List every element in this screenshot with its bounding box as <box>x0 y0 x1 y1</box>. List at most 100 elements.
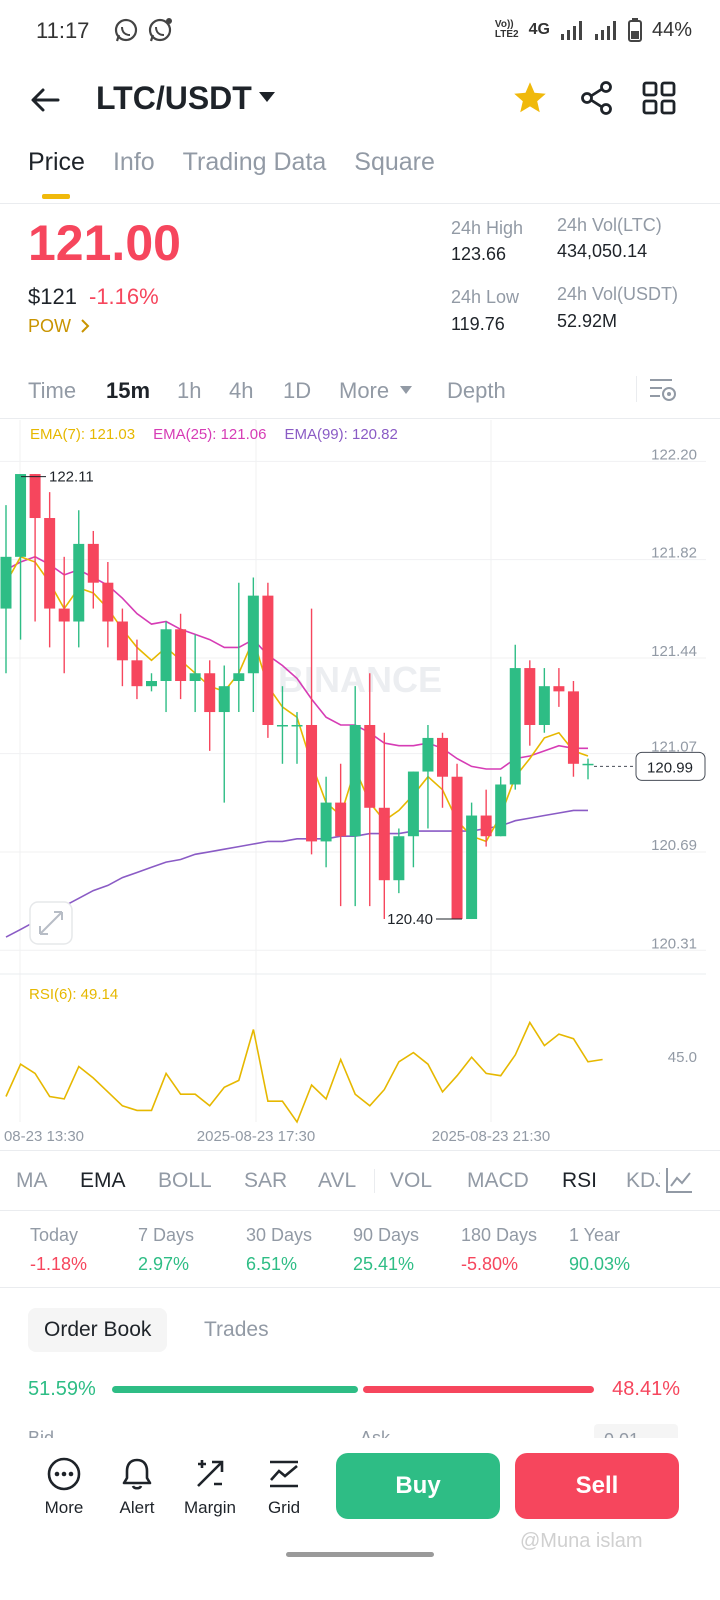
depth-tab[interactable]: Depth <box>447 378 506 403</box>
candle-body <box>466 815 478 920</box>
perf-180d: 180 Days -5.80% <box>461 1225 537 1275</box>
battery-level: 44% <box>651 18 692 41</box>
change-percent: -1.16% <box>89 284 159 309</box>
alert-button[interactable]: Alert <box>107 1456 167 1518</box>
home-indicator[interactable] <box>286 1552 434 1557</box>
interval-1h[interactable]: 1h <box>177 378 202 403</box>
y-axis-ticks: 122.20 121.82 121.44 121.07 120.69 120.31 <box>651 446 697 952</box>
interval-more[interactable]: More <box>339 378 413 404</box>
perf-label: 7 Days <box>138 1225 195 1245</box>
separator <box>374 1169 375 1193</box>
vol-base-label: 24h Vol(LTC) <box>557 215 662 235</box>
user-watermark: @Muna islam <box>520 1530 643 1552</box>
tab-trades[interactable]: Trades <box>204 1318 269 1341</box>
price-chart[interactable]: BINANCE 122.20121.82121.44121.07120.6912… <box>0 420 720 1150</box>
sell-button[interactable]: Sell <box>515 1453 679 1519</box>
ask-ratio-bar <box>363 1386 594 1393</box>
favorite-star-icon[interactable] <box>512 80 548 116</box>
candle-body <box>306 724 318 842</box>
perf-1y: 1 Year 90.03% <box>569 1225 630 1275</box>
candle-body <box>233 673 245 682</box>
indicator-ma[interactable]: MA <box>16 1169 48 1192</box>
candle-body <box>175 629 187 682</box>
precision-select[interactable]: 0.01 <box>594 1424 678 1438</box>
tab-trading-data[interactable]: Trading Data <box>182 148 327 176</box>
candle-body <box>364 724 376 808</box>
candle-body <box>204 673 216 713</box>
candle-body <box>553 686 565 692</box>
expand-chart-icon[interactable] <box>29 901 73 945</box>
candle-body <box>58 608 70 622</box>
indicator-ema[interactable]: EMA <box>80 1169 126 1192</box>
vol-base-value: 434,050.14 <box>557 241 648 261</box>
separator <box>636 376 637 402</box>
y-tick-label: 121.82 <box>651 545 697 562</box>
candle-body <box>349 724 361 837</box>
grid-button[interactable]: Grid <box>254 1456 314 1518</box>
chart-grid <box>0 420 706 1122</box>
interval-1d[interactable]: 1D <box>283 378 312 403</box>
tab-square[interactable]: Square <box>354 148 435 176</box>
x-tick-label: 2025-08-23 17:30 <box>197 1128 315 1145</box>
indicator-settings-icon[interactable] <box>664 1165 694 1195</box>
more-label: More <box>44 1498 84 1517</box>
rsi-tick-label: 45.0 <box>668 1049 697 1066</box>
perf-value: 25.41% <box>353 1254 415 1274</box>
high-label: 24h High <box>451 218 524 238</box>
margin-button[interactable]: Margin <box>180 1456 240 1518</box>
perf-label: Today <box>30 1225 79 1245</box>
interval-time[interactable]: Time <box>28 378 77 403</box>
interval-15m[interactable]: 15m <box>106 378 151 403</box>
candle-body <box>480 815 492 837</box>
tab-info[interactable]: Info <box>112 148 155 176</box>
indicator-bar: MA EMA BOLL SAR AVL VOL MACD RSI KDJ <box>0 1150 720 1210</box>
perf-value: -5.80% <box>461 1254 519 1274</box>
bid-ask-ratio: 51.59% 48.41% <box>0 1378 720 1402</box>
candle-body <box>335 802 347 837</box>
header: LTC/USDT <box>0 72 720 128</box>
share-icon[interactable] <box>580 80 614 116</box>
price-markers: 122.11 120.40 120.99 <box>21 469 706 928</box>
indicator-boll[interactable]: BOLL <box>158 1169 212 1192</box>
perf-value: -1.18% <box>30 1254 88 1274</box>
ema7-label: EMA(7): 121.03 <box>30 426 136 443</box>
layout-grid-icon[interactable] <box>642 80 676 116</box>
tab-price[interactable]: Price <box>28 148 85 202</box>
pair-title[interactable]: LTC/USDT <box>96 80 252 116</box>
more-button[interactable]: More <box>34 1456 94 1518</box>
candle-body <box>146 681 157 687</box>
candle-body <box>422 737 434 772</box>
indicator-vol[interactable]: VOL <box>390 1169 433 1192</box>
indicator-avl[interactable]: AVL <box>318 1169 357 1192</box>
indicator-kdj[interactable]: KDJ <box>626 1169 660 1192</box>
indicator-rsi[interactable]: RSI <box>562 1169 598 1192</box>
caret-down-icon[interactable] <box>258 90 276 104</box>
candles <box>0 474 594 920</box>
candle-body <box>407 771 419 837</box>
candle-body <box>509 668 521 785</box>
more-dots-icon <box>47 1457 81 1491</box>
chart-settings-icon[interactable] <box>648 376 678 404</box>
interval-4h[interactable]: 4h <box>229 378 254 403</box>
x-axis-ticks: 08-23 13:30 2025-08-23 17:30 2025-08-23 21… <box>4 1128 550 1145</box>
candle-body <box>276 724 288 727</box>
tab-order-book[interactable]: Order Book <box>28 1308 168 1352</box>
candle-body <box>247 595 259 674</box>
divider <box>0 203 720 204</box>
candle-body <box>538 686 550 725</box>
candle-body <box>218 686 230 713</box>
buy-button[interactable]: Buy <box>336 1453 500 1519</box>
y-tick-label: 122.20 <box>651 446 697 463</box>
last-price: 121.00 <box>28 215 181 271</box>
perf-7d: 7 Days 2.97% <box>138 1225 194 1275</box>
indicator-macd[interactable]: MACD <box>467 1169 529 1192</box>
precision-value: 0.01 <box>604 1430 639 1438</box>
back-arrow-icon[interactable] <box>28 82 64 118</box>
bottom-action-bar: More Alert Margin Grid Buy Sell @Muna is… <box>0 1438 720 1600</box>
candle-body <box>495 784 507 837</box>
candle-body <box>0 556 12 609</box>
pow-tag[interactable]: POW <box>28 316 90 337</box>
perf-label: 30 Days <box>246 1225 313 1245</box>
candle-body <box>262 595 274 725</box>
indicator-sar[interactable]: SAR <box>244 1169 288 1192</box>
